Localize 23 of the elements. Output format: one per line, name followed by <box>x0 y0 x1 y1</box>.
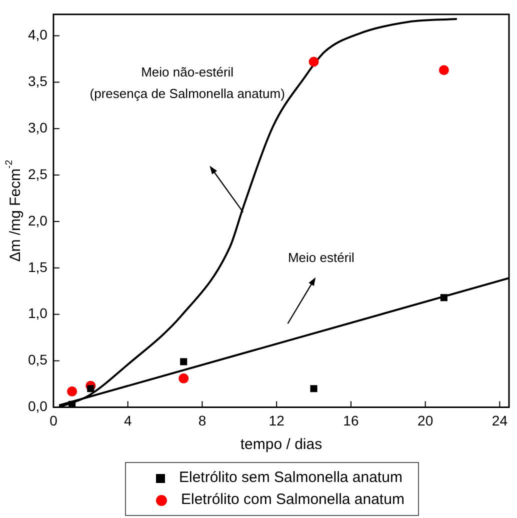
y-tick-label: 1,0 <box>28 305 48 322</box>
y-tick-label: 4,0 <box>28 26 48 43</box>
y-tick-label: 2,5 <box>28 166 48 182</box>
y-tick-label: 3,0 <box>28 119 48 136</box>
x-tick-label: 8 <box>198 412 206 428</box>
y-tick-label: 0,5 <box>28 352 48 368</box>
x-tick-label: 4 <box>124 412 132 428</box>
y-tick-label: 1,5 <box>28 258 48 275</box>
annotation: (presença de Salmonella anatum) <box>90 86 285 101</box>
x-tick-label: 20 <box>418 412 434 428</box>
legend-label: Eletrólito sem Salmonella anatum <box>179 468 402 488</box>
y-axis-title: Δm /mg Fecm-2 <box>4 160 24 262</box>
x-tick-label: 0 <box>50 412 58 428</box>
y-tick-label: 3,5 <box>28 73 48 90</box>
y-tick-label: 2,0 <box>28 212 48 228</box>
annotation: Meio estéril <box>288 250 355 266</box>
x-tick-label: 24 <box>492 412 508 428</box>
legend-label: Eletrólito com Salmonella anatum <box>181 490 404 510</box>
y-tick-label: 0,0 <box>28 398 48 414</box>
annotation: Meio não-estéril <box>141 64 234 80</box>
x-tick-label: 12 <box>268 412 285 428</box>
x-tick-label: 16 <box>343 412 359 428</box>
x-axis-title: tempo / dias <box>240 436 322 454</box>
